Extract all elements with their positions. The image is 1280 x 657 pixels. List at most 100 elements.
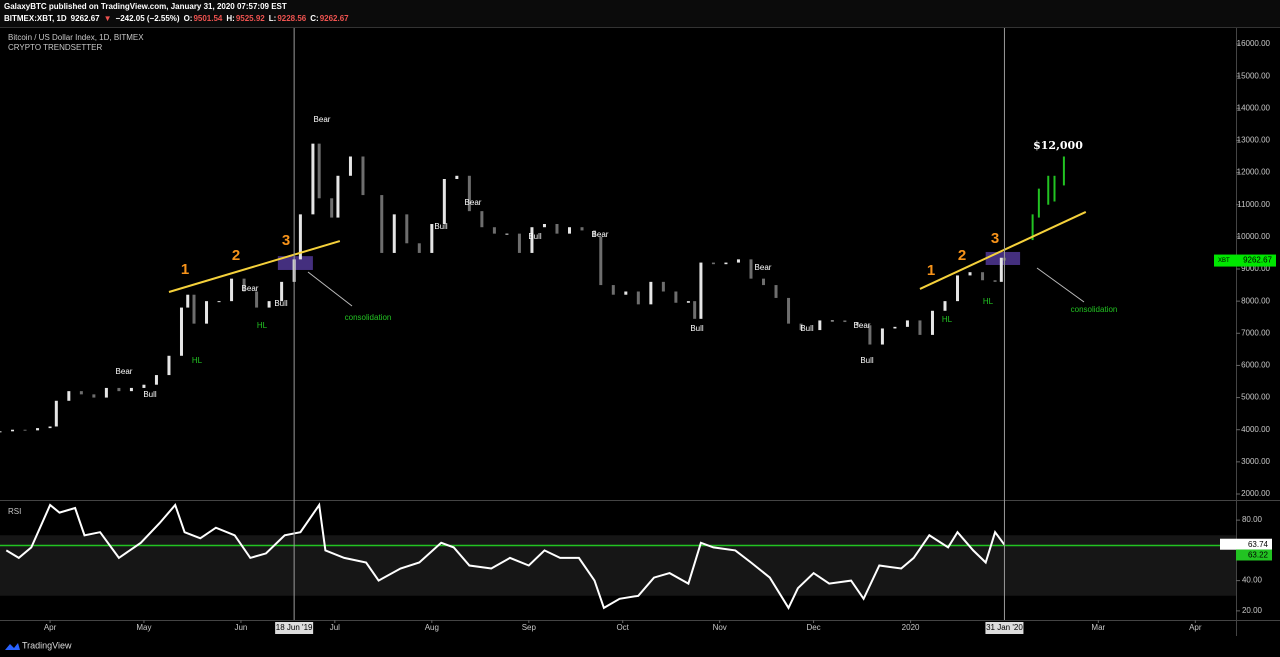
annotation: HL [983, 297, 994, 306]
candle [79, 391, 83, 395]
logo [5, 643, 20, 650]
candle [179, 307, 183, 356]
header-item: L: [269, 14, 277, 23]
candle [674, 291, 678, 303]
candle [505, 233, 509, 235]
annotation: HL [192, 356, 203, 365]
x-tick-label: Sep [522, 623, 537, 632]
y-tick-label: 4000.00 [1241, 425, 1270, 434]
annotation: 1 [181, 261, 189, 278]
candle [217, 301, 221, 303]
y-tick-label: 14000.00 [1237, 103, 1271, 112]
annotation: 2 [232, 247, 240, 264]
header-item: O: [184, 14, 193, 23]
candle [880, 328, 884, 345]
arrow [307, 271, 353, 307]
chart-title: Bitcoin / US Dollar Index, 1D, BITMEX [8, 33, 144, 42]
candle [23, 429, 27, 431]
candle [956, 275, 960, 302]
candle [430, 224, 434, 253]
y-tick-label: 7000.00 [1241, 328, 1270, 337]
candle [48, 426, 52, 429]
chart-subtitle: CRYPTO TRENDSETTER [8, 43, 102, 52]
annotation: Bull [528, 232, 542, 241]
trendline [919, 211, 1087, 290]
candle [555, 224, 559, 234]
annotation: HL [942, 315, 953, 324]
annotation: 3 [282, 232, 290, 249]
header-item: −242.05 (−2.55%) [116, 14, 180, 23]
x-tick-label: Nov [713, 623, 727, 632]
candle [918, 320, 922, 335]
candle [36, 428, 40, 431]
candle [711, 262, 715, 265]
candle [205, 301, 209, 324]
candle [593, 230, 597, 237]
y-tick-label: 6000.00 [1241, 361, 1270, 370]
crosshair-label-bg [985, 622, 1024, 634]
candle [104, 387, 108, 398]
candle [843, 320, 847, 323]
annotation: Bear [592, 230, 609, 239]
rsi-level-bg [1236, 549, 1272, 561]
candle [336, 175, 340, 218]
candle [943, 301, 947, 311]
candle [186, 294, 190, 308]
y-tick-label: 8000.00 [1241, 296, 1270, 305]
annotation: Bear [314, 115, 331, 124]
header-item: 9228.56 [277, 14, 306, 23]
crosshair-label: 18 Jun '19 [276, 623, 313, 632]
header-item: 9525.92 [236, 14, 265, 23]
rsi-line [5, 502, 1006, 610]
candle [154, 375, 158, 385]
candle [330, 198, 334, 218]
candle [129, 387, 133, 392]
footer: TradingView [22, 640, 72, 650]
candle [230, 278, 234, 302]
header-item: ▼ [104, 14, 112, 23]
candle [762, 278, 766, 286]
candle [54, 400, 58, 427]
candle [455, 175, 459, 179]
annotation: Bull [274, 299, 288, 308]
annotation: Bear [854, 321, 871, 330]
candle [799, 323, 803, 331]
candle [624, 291, 628, 295]
annotation: 1 [927, 262, 935, 279]
trendline [168, 240, 341, 293]
y-tick-label: 11000.00 [1237, 200, 1270, 209]
header-item: H: [226, 14, 234, 23]
annotation: Bear [116, 367, 133, 376]
candle [280, 281, 284, 302]
x-tick-label: Aug [425, 623, 439, 632]
rsi-band [0, 535, 1236, 596]
header-item: 9501.54 [193, 14, 222, 23]
candle [380, 195, 384, 253]
candle [417, 243, 421, 253]
candle [567, 227, 571, 234]
candle [405, 214, 409, 244]
header-item: BITMEX:XBT, 1D [4, 14, 67, 23]
candle [661, 281, 665, 292]
candle [611, 285, 615, 295]
candle [311, 143, 315, 215]
candle [542, 224, 546, 228]
y-tick-label: 80.00 [1242, 515, 1263, 524]
x-tick-label: Oct [616, 623, 629, 632]
header-line1: GalaxyBTC published on TradingView.com, … [4, 2, 287, 11]
candle [830, 320, 834, 322]
candle [530, 227, 534, 253]
candle [317, 143, 321, 199]
x-tick-label: Mar [1091, 623, 1105, 632]
price-label-bg [1214, 254, 1276, 267]
candle [736, 259, 740, 263]
candle [599, 236, 603, 286]
candle [11, 429, 15, 432]
crosshair-label-bg [275, 622, 314, 634]
candle [517, 233, 521, 253]
y-tick-label: 15000.00 [1237, 71, 1271, 80]
candle [467, 175, 471, 212]
y-tick-label: 16000.00 [1237, 39, 1271, 48]
